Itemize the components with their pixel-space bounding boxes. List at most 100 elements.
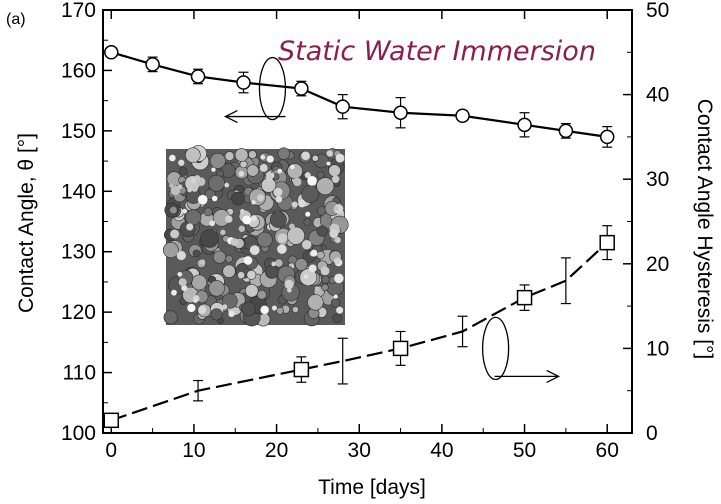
y-tick-label-left: 130: [61, 241, 96, 264]
inset-grain: [212, 250, 227, 264]
circle-marker: [393, 105, 408, 120]
inset-highlight: [257, 194, 264, 202]
inset-highlight: [250, 215, 258, 222]
x-tick-label: 0: [105, 439, 117, 462]
square-marker: [103, 412, 120, 429]
inset-highlight: [333, 294, 338, 299]
inset-grain: [241, 301, 256, 317]
inset-grain: [291, 306, 299, 314]
x-tick-label: 10: [182, 439, 205, 462]
inset-grain: [163, 310, 178, 325]
inset-highlight: [277, 168, 283, 174]
x-axis-label: Time [days]: [318, 476, 426, 499]
inset-grain: [191, 274, 208, 291]
inset-highlight: [243, 256, 253, 265]
inset-grain: [209, 152, 226, 169]
circle-marker: [294, 81, 309, 96]
y-tick-label-left: 170: [61, 0, 96, 22]
y-tick-label-right: 0: [646, 422, 658, 445]
inset-highlight: [169, 183, 174, 188]
x-tick-label: 40: [430, 439, 453, 462]
inset-highlight: [291, 201, 298, 208]
inset-highlight: [171, 289, 177, 296]
inset-grain: [246, 269, 257, 280]
inset-highlight: [329, 229, 339, 239]
y-tick-label-left: 110: [63, 362, 96, 385]
annotation-ellipse: [481, 316, 510, 381]
inset-highlight: [293, 177, 302, 187]
inset-grain: [321, 283, 329, 292]
inset-highlight: [238, 170, 245, 177]
inset-highlight: [251, 200, 256, 205]
y-tick-label-left: 120: [61, 301, 96, 324]
inset-grain: [321, 275, 330, 284]
circle-marker: [104, 45, 119, 60]
inset-grain: [286, 226, 305, 245]
inset-highlight: [310, 249, 318, 257]
circle-marker: [455, 108, 470, 123]
inset-highlight: [197, 194, 208, 205]
inset-highlight: [237, 271, 245, 279]
inset-highlight: [238, 225, 245, 232]
inset-highlight: [177, 271, 183, 277]
inset-grain: [225, 255, 233, 263]
inset-grain: [200, 229, 219, 248]
circle-marker: [558, 123, 574, 139]
inset-highlight: [228, 310, 235, 317]
inset-highlight: [307, 175, 317, 186]
panel-label: (a): [6, 11, 26, 28]
inset-grain: [246, 164, 259, 177]
inset-highlight: [176, 250, 186, 261]
inset-highlight: [326, 161, 331, 166]
x-tick-label: 20: [265, 439, 288, 462]
y-tick-label-left: 100: [61, 422, 96, 445]
inset-grain: [264, 265, 279, 279]
inset-highlight: [199, 259, 206, 265]
circle-marker: [599, 129, 615, 145]
inset-highlight: [284, 279, 294, 290]
y-tick-label-right: 50: [646, 0, 669, 22]
x-tick-label: 50: [513, 439, 536, 462]
circle-marker: [236, 75, 251, 90]
inset-grain: [299, 268, 318, 287]
inset-highlight: [182, 208, 188, 214]
inset-grain: [328, 164, 341, 177]
inset-grain: [208, 174, 225, 192]
circle-marker: [517, 117, 532, 133]
inset-grain: [231, 191, 245, 206]
inset-highlight: [336, 306, 344, 314]
axis-ticks: [103, 9, 632, 434]
inset-grain: [301, 184, 320, 203]
circle-marker: [335, 99, 350, 114]
inset-grain: [248, 150, 257, 159]
inset-grain: [210, 308, 223, 321]
inset-grain: [162, 242, 179, 258]
inset-highlight: [259, 164, 268, 172]
square-marker: [293, 361, 310, 378]
annotation-arrowhead: [223, 109, 238, 124]
inset-highlight: [305, 211, 311, 217]
inset-grain: [303, 218, 312, 227]
inset-highlight: [260, 154, 266, 160]
inset-highlight: [266, 155, 274, 163]
inset-highlight: [273, 187, 283, 197]
inset-highlight: [225, 215, 233, 223]
inset-highlight: [260, 305, 269, 315]
inset-highlight: [277, 244, 287, 254]
inset-highlight: [290, 164, 295, 170]
inset-grain: [274, 258, 284, 268]
y-tick-label-left: 160: [61, 59, 96, 82]
inset-highlight: [240, 209, 245, 214]
inset-highlight: [320, 266, 330, 276]
inset-grain: [316, 250, 325, 260]
inset-highlight: [331, 175, 340, 183]
inset-highlight: [230, 238, 239, 246]
inset-highlight: [211, 167, 216, 172]
inset-highlight: [249, 245, 260, 255]
annotation-arrowhead: [546, 369, 561, 383]
inset-grain: [276, 306, 284, 315]
inset-highlight: [314, 286, 320, 291]
inset-grain: [316, 170, 325, 179]
inset-grain: [222, 293, 238, 309]
inset-highlight: [308, 264, 317, 273]
